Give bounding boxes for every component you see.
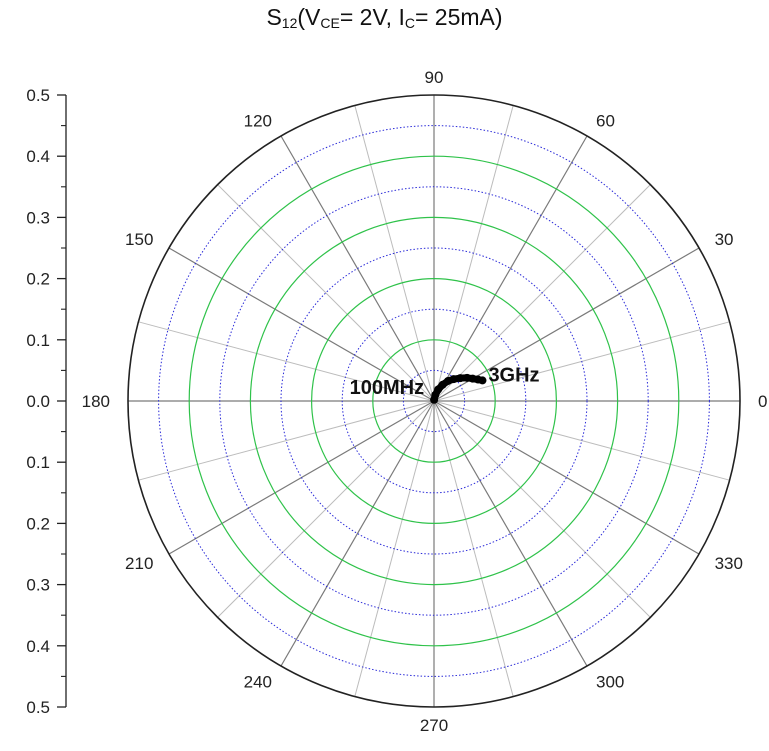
angle-label: 0 — [758, 392, 767, 411]
radial-axis: 0.5 0.4 0.3 0.2 0.1 0.0 0.1 0.2 0.3 0.4 0.5 — [26, 86, 67, 717]
angle-label: 330 — [715, 554, 743, 573]
title-ic-value: = 25mA) — [414, 4, 503, 30]
minor-ring — [158, 125, 710, 677]
title-vce-subscript: CE — [320, 15, 340, 31]
angle-label: 30 — [715, 230, 734, 249]
minor-ring — [341, 308, 527, 494]
radial-tick-label: 0.3 — [26, 208, 50, 227]
major-ring — [188, 155, 680, 647]
series-layer — [430, 373, 487, 404]
major-spoke — [433, 135, 588, 402]
minor-ring — [219, 186, 649, 616]
polar-grid — [127, 94, 741, 708]
angle-label: 120 — [244, 111, 272, 130]
title-open: (V — [297, 4, 321, 30]
minor-spoke — [354, 105, 435, 402]
radial-tick-label: 0.5 — [26, 698, 50, 717]
radial-tick-label: 0.2 — [26, 514, 50, 533]
angle-label: 210 — [125, 554, 153, 573]
annotation-end: 3GHz — [488, 364, 539, 386]
title-main-subscript: 12 — [281, 15, 298, 31]
radial-tick-label: 0.4 — [26, 147, 50, 166]
major-ring — [249, 216, 619, 586]
angle-label: 270 — [420, 716, 448, 735]
minor-spoke — [217, 400, 435, 618]
title-ic-subscript: C — [404, 15, 415, 31]
major-spoke — [433, 400, 588, 667]
radial-tick-label: 0.1 — [26, 331, 50, 350]
angle-label: 300 — [596, 673, 624, 692]
annotations: 100MHz 3GHz — [350, 364, 540, 398]
minor-ring — [402, 369, 466, 433]
major-ring — [311, 278, 558, 525]
major-spoke — [280, 400, 435, 667]
radial-tick-label: 0.5 — [26, 86, 50, 105]
series-point — [449, 375, 458, 384]
angle-label: 150 — [125, 230, 153, 249]
outer-circle — [127, 94, 741, 708]
title-main: S — [266, 4, 282, 30]
minor-ring — [280, 247, 588, 555]
series-point — [456, 374, 465, 383]
major-spoke — [433, 247, 700, 402]
minor-spoke — [138, 321, 435, 402]
radial-tick-label: 0.4 — [26, 637, 50, 656]
major-ring — [372, 339, 496, 463]
radial-tick-label: 0.0 — [26, 392, 50, 411]
angle-label: 60 — [596, 111, 615, 130]
radial-tick-label: 0.2 — [26, 270, 50, 289]
radial-tick-label: 0.3 — [26, 576, 50, 595]
title-vce-value: = 2V, I — [339, 4, 405, 30]
series-point — [478, 376, 487, 385]
angle-label: 90 — [425, 68, 444, 87]
major-spoke — [433, 400, 700, 555]
minor-spoke — [433, 400, 730, 481]
angle-label: 180 — [82, 392, 110, 411]
angular-axis: 0 30 60 90 120 150 180 210 240 270 300 330 — [82, 68, 768, 735]
radial-tick-label: 0.1 — [26, 453, 50, 472]
chart-title: S12(VCE= 2V, IC= 25mA) — [0, 4, 769, 31]
annotation-start: 100MHz — [350, 377, 424, 399]
angle-label: 240 — [244, 673, 272, 692]
minor-spoke — [138, 400, 435, 481]
minor-spoke — [217, 184, 435, 402]
